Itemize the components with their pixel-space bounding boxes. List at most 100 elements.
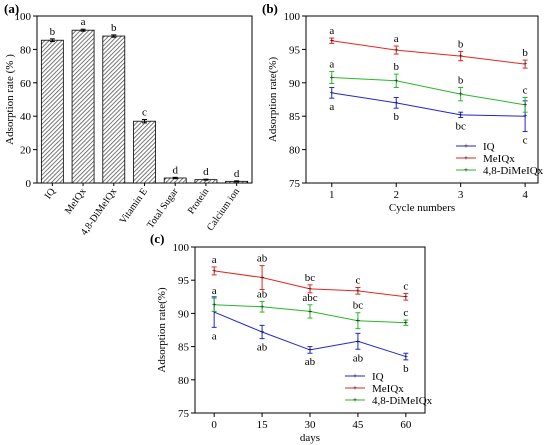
legend-marker-DiMeIQx: + xyxy=(353,396,358,405)
data-point-IQ: + xyxy=(458,110,463,119)
data-point-DiMeIQx: + xyxy=(356,316,361,325)
series-line-DiMeIQx xyxy=(331,76,526,106)
y-tick-label: 85 xyxy=(178,342,190,354)
x-tick-label: 3 xyxy=(458,189,464,201)
significance-letter: a xyxy=(212,330,217,342)
x-tick-label: 0 xyxy=(211,419,217,431)
legend-marker-IQ: + xyxy=(353,372,358,381)
significance-letter: b xyxy=(458,74,464,86)
significance-letter: b xyxy=(50,26,56,38)
legend-entry: MeIQx xyxy=(372,383,404,395)
y-tick-label: 80 xyxy=(20,44,32,56)
significance-letter: ab xyxy=(257,288,268,300)
data-point-IQ: + xyxy=(404,352,409,361)
y-tick-label: 0 xyxy=(26,178,32,190)
significance-letter: bc xyxy=(305,272,316,284)
significance-letter: b xyxy=(458,38,464,50)
significance-letter: b xyxy=(393,111,399,123)
data-point-MeIQx: + xyxy=(308,284,313,293)
x-axis-label: Cycle numbers xyxy=(389,202,455,214)
data-point-MeIQx: + xyxy=(523,60,528,69)
y-tick-label: 85 xyxy=(289,111,301,123)
y-tick-label: 80 xyxy=(178,375,190,387)
series-line-IQ xyxy=(331,92,526,117)
x-tick-label: 45 xyxy=(352,419,364,431)
y-tick-label: 60 xyxy=(20,78,32,90)
panel-label-b: (b) xyxy=(262,1,278,16)
data-point-MeIQx: + xyxy=(330,36,335,45)
data-point-IQ: + xyxy=(308,345,313,354)
x-tick-label: MeIQx xyxy=(63,186,89,216)
data-point-MeIQx: + xyxy=(356,286,361,295)
bar xyxy=(40,39,64,184)
x-tick-label: 15 xyxy=(257,419,269,431)
y-axis-label: Adsorption rate(%) xyxy=(156,287,168,373)
data-point-MeIQx: + xyxy=(394,46,399,55)
x-tick-label: 1 xyxy=(329,189,335,201)
significance-letter: bc xyxy=(353,300,364,312)
data-point-IQ: + xyxy=(330,88,335,97)
legend-marker-MeIQx: + xyxy=(353,384,358,393)
significance-letter: ab xyxy=(305,356,316,368)
significance-letter: c xyxy=(355,275,360,287)
data-point-DiMeIQx: + xyxy=(260,302,265,311)
panel-a-bar-chart: (a) 0 20 40 60 80 100 Adsorption rate (% ) b IQ a M… xyxy=(4,1,253,238)
significance-letter: c xyxy=(142,107,147,119)
legend-entry: 4,8-DiMeIQx xyxy=(483,165,544,177)
x-tick-label: 30 xyxy=(305,419,317,431)
data-point-IQ: + xyxy=(212,308,217,317)
legend-marker-DiMeIQx: + xyxy=(464,166,469,175)
data-point-DiMeIQx: + xyxy=(523,100,528,109)
bar xyxy=(102,35,126,184)
significance-letter: a xyxy=(329,58,334,70)
y-axis-label: Adsorption rate(%) xyxy=(267,57,279,143)
bar xyxy=(133,120,156,184)
data-point-MeIQx: + xyxy=(458,52,463,61)
y-tick-label: 100 xyxy=(173,242,190,254)
legend-entry: IQ xyxy=(372,371,384,383)
y-tick-label: 40 xyxy=(20,111,32,123)
significance-letter: b xyxy=(403,363,409,375)
data-point-DiMeIQx: + xyxy=(308,307,313,316)
y-tick-label: 100 xyxy=(284,11,301,23)
legend-marker-IQ: + xyxy=(464,142,469,151)
significance-letter: abc xyxy=(302,292,317,304)
significance-letter: d xyxy=(172,164,178,176)
significance-letter: c xyxy=(523,135,528,147)
data-point-IQ: + xyxy=(394,98,399,107)
significance-letter: a xyxy=(329,25,334,37)
y-tick-label: 90 xyxy=(178,308,190,320)
significance-letter: c xyxy=(523,84,528,96)
x-tick-label: IQ xyxy=(43,186,59,202)
y-axis-label: Adsorption rate (% ) xyxy=(4,54,16,145)
x-tick-label: Vitamin E xyxy=(118,186,150,226)
significance-letter: ab xyxy=(257,342,268,354)
significance-letter: a xyxy=(329,101,334,113)
significance-letter: b xyxy=(522,47,528,59)
y-tick-label: 75 xyxy=(178,408,190,420)
y-tick-label: 95 xyxy=(289,44,301,56)
data-point-IQ: + xyxy=(523,112,528,121)
panel-b-line-chart: (b) 75 80 85 90 95 100 1 2 3 4 Cycle numbers Adsorpt… xyxy=(262,1,544,214)
significance-letter: a xyxy=(394,33,399,45)
legend-entry: 4,8-DiMeIQx xyxy=(372,395,433,407)
x-tick-label: Protein xyxy=(186,186,212,216)
series-line-MeIQx xyxy=(331,40,526,65)
y-tick-label: 20 xyxy=(20,145,32,157)
data-point-DiMeIQx: + xyxy=(404,318,409,327)
data-point-IQ: + xyxy=(356,337,361,346)
y-tick-label: 95 xyxy=(178,275,190,287)
legend-marker-MeIQx: + xyxy=(464,154,469,163)
data-point-MeIQx: + xyxy=(260,273,265,282)
x-tick-label: 60 xyxy=(400,419,412,431)
data-point-DiMeIQx: + xyxy=(212,300,217,309)
x-tick-label: Total Sugar xyxy=(145,186,181,231)
significance-letter: d xyxy=(203,166,209,178)
significance-letter: b xyxy=(111,22,117,34)
y-tick-label: 100 xyxy=(15,11,32,23)
significance-letter: d xyxy=(234,168,240,180)
significance-letter: c xyxy=(403,280,408,292)
panel-c-line-chart: (c) 75 80 85 90 95 100 0 15 30 45 60 days Adsorption … xyxy=(150,231,433,444)
y-tick-label: 90 xyxy=(289,78,301,90)
